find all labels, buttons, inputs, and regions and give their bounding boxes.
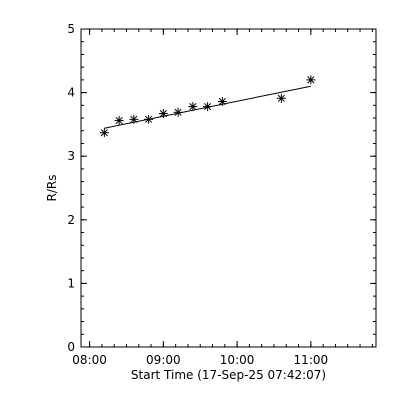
data-point bbox=[203, 102, 213, 112]
y-tick-label: 2 bbox=[67, 213, 75, 227]
x-tick-label: 09:00 bbox=[146, 353, 181, 367]
tick-labels: 08:00 09:00 10:00 11:00 0 1 2 3 4 5 bbox=[67, 22, 328, 367]
data-point-stroke bbox=[174, 108, 182, 116]
data-point bbox=[188, 102, 198, 112]
data-point-stroke bbox=[218, 97, 226, 106]
data-point-stroke bbox=[159, 109, 167, 118]
y-tick-label: 0 bbox=[67, 340, 75, 354]
data-point bbox=[129, 114, 139, 124]
data-point-stroke bbox=[145, 115, 153, 123]
plot-frame bbox=[80, 28, 377, 348]
data-point bbox=[306, 75, 316, 85]
data-point-stroke bbox=[115, 116, 123, 125]
data-point bbox=[217, 97, 227, 107]
axes bbox=[80, 28, 377, 348]
ticks bbox=[81, 28, 376, 348]
x-tick-label: 08:00 bbox=[72, 353, 107, 367]
y-tick-label: 1 bbox=[67, 276, 75, 290]
data-point bbox=[276, 93, 286, 103]
data-point bbox=[144, 114, 154, 124]
data-points bbox=[99, 75, 316, 138]
y-axis-label: R/Rs bbox=[45, 175, 59, 202]
y-tick-label: 4 bbox=[67, 86, 75, 100]
data-point-stroke bbox=[189, 102, 197, 111]
data-point-stroke bbox=[204, 102, 212, 111]
y-tick-label: 3 bbox=[67, 149, 75, 163]
data-point bbox=[173, 107, 183, 117]
data-point-stroke bbox=[130, 115, 138, 123]
data-point bbox=[114, 116, 124, 126]
data-point-stroke bbox=[307, 76, 315, 84]
data-point bbox=[158, 109, 168, 119]
x-tick-label: 10:00 bbox=[220, 353, 255, 367]
data-point-stroke bbox=[277, 94, 285, 102]
x-axis-label: Start Time (17-Sep-25 07:42:07) bbox=[131, 368, 326, 382]
x-tick-label: 11:00 bbox=[294, 353, 329, 367]
y-tick-label: 5 bbox=[67, 22, 75, 36]
data-point-stroke bbox=[100, 129, 108, 137]
data-point bbox=[99, 128, 109, 138]
